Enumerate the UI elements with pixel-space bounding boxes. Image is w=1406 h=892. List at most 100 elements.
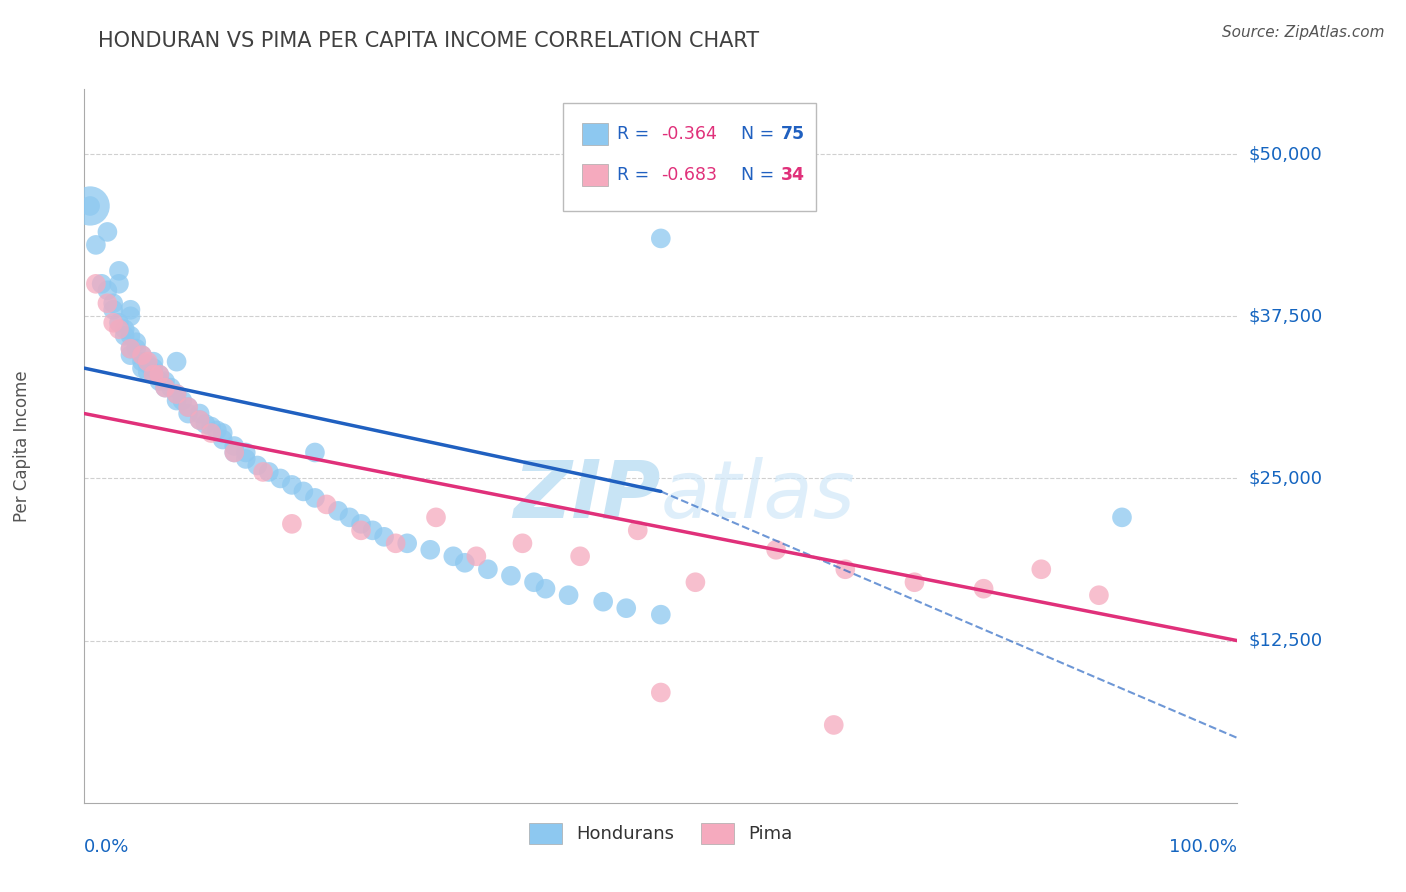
Point [177, 407, 200, 421]
Text: Source: ZipAtlas.com: Source: ZipAtlas.com [1222, 25, 1385, 40]
Point [200, 425, 222, 440]
Point [120, 328, 142, 343]
Point [153, 381, 176, 395]
FancyBboxPatch shape [582, 123, 607, 145]
Point [120, 342, 142, 356]
Point [477, 562, 499, 576]
Point [534, 582, 557, 596]
Point [650, 231, 672, 245]
Point [114, 328, 136, 343]
Point [224, 445, 246, 459]
Text: Per Capita Income: Per Capita Income [13, 370, 31, 522]
Point [90, 277, 112, 291]
Point [465, 549, 488, 564]
Point [188, 413, 211, 427]
Point [292, 484, 315, 499]
Point [108, 277, 131, 291]
Point [569, 549, 592, 564]
Point [224, 445, 246, 459]
Point [1031, 562, 1053, 576]
Text: R =: R = [617, 166, 655, 184]
Point [419, 542, 441, 557]
Text: $50,000: $50,000 [1249, 145, 1322, 163]
Point [257, 465, 280, 479]
Point [120, 310, 142, 324]
Point [1111, 510, 1133, 524]
Text: HONDURAN VS PIMA PER CAPITA INCOME CORRELATION CHART: HONDURAN VS PIMA PER CAPITA INCOME CORRE… [98, 31, 759, 51]
Point [252, 465, 274, 479]
Point [339, 510, 361, 524]
Point [557, 588, 579, 602]
Text: $25,000: $25,000 [1249, 469, 1323, 487]
Point [650, 607, 672, 622]
Point [120, 348, 142, 362]
Point [166, 387, 188, 401]
Point [441, 549, 464, 564]
Point [315, 497, 337, 511]
FancyBboxPatch shape [582, 164, 607, 186]
Point [160, 381, 183, 395]
Point [281, 478, 304, 492]
Point [84, 277, 107, 291]
Point [200, 419, 222, 434]
Point [499, 568, 522, 582]
Text: -0.364: -0.364 [661, 125, 717, 143]
Point [153, 374, 176, 388]
Point [1088, 588, 1111, 602]
Point [96, 296, 118, 310]
Text: atlas: atlas [661, 457, 856, 535]
Point [172, 393, 194, 408]
Point [281, 516, 304, 531]
Point [685, 575, 707, 590]
Point [304, 491, 326, 505]
Point [627, 524, 650, 538]
Text: R =: R = [617, 125, 655, 143]
Point [361, 524, 384, 538]
Point [103, 302, 124, 317]
Point [211, 425, 233, 440]
Point [246, 458, 269, 473]
Point [96, 225, 118, 239]
Point [425, 510, 447, 524]
Point [454, 556, 477, 570]
Point [108, 316, 131, 330]
Point [205, 424, 228, 438]
Text: -0.683: -0.683 [661, 166, 717, 184]
Point [84, 238, 107, 252]
Point [103, 316, 124, 330]
Text: N =: N = [730, 166, 780, 184]
Point [142, 368, 165, 382]
Point [765, 542, 787, 557]
Point [136, 357, 159, 371]
Point [373, 530, 395, 544]
Point [142, 354, 165, 368]
Point [350, 516, 373, 531]
Point [211, 433, 233, 447]
Point [79, 199, 101, 213]
Text: $37,500: $37,500 [1249, 307, 1323, 326]
Point [235, 452, 257, 467]
Point [114, 322, 136, 336]
Point [903, 575, 925, 590]
Point [108, 322, 131, 336]
Point [269, 471, 291, 485]
Point [131, 348, 153, 362]
Point [142, 368, 165, 382]
Text: $12,500: $12,500 [1249, 632, 1323, 649]
Point [148, 374, 170, 388]
Legend: Hondurans, Pima: Hondurans, Pima [522, 815, 800, 851]
Point [136, 354, 159, 368]
Text: N =: N = [730, 125, 780, 143]
Point [142, 361, 165, 376]
Point [131, 348, 153, 362]
Point [153, 381, 176, 395]
FancyBboxPatch shape [562, 103, 817, 211]
Text: 34: 34 [780, 166, 804, 184]
Point [131, 354, 153, 368]
Point [396, 536, 419, 550]
Point [304, 445, 326, 459]
Point [224, 439, 246, 453]
Point [188, 413, 211, 427]
Text: 75: 75 [780, 125, 804, 143]
Point [350, 524, 373, 538]
